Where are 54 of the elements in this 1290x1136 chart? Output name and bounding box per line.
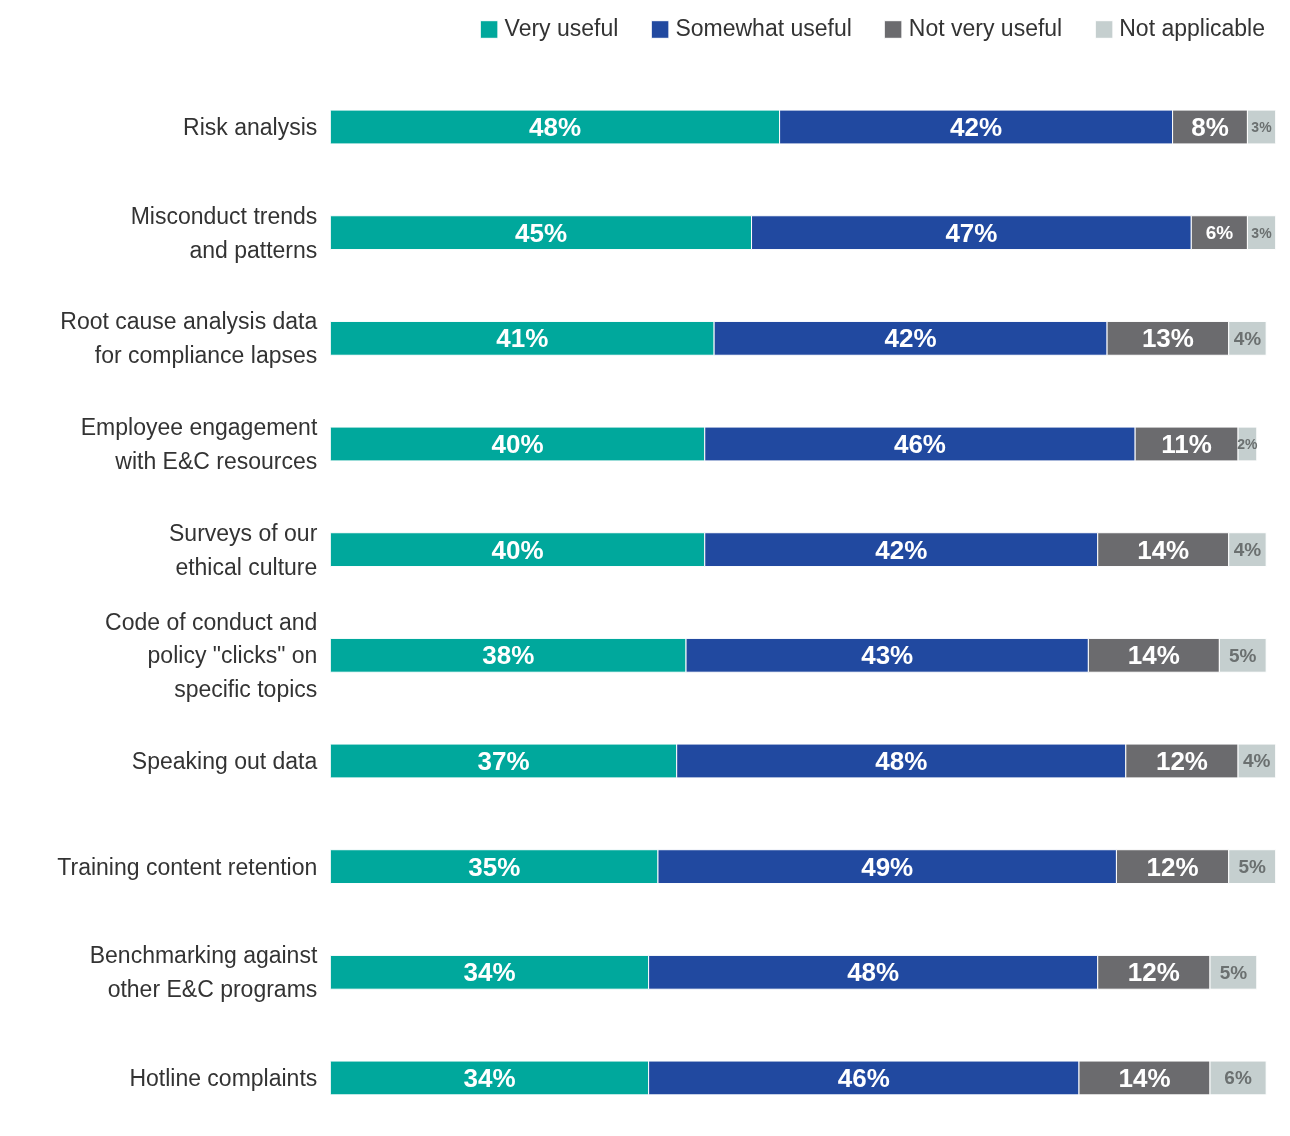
data-label: 42% (950, 112, 1003, 143)
y-tick-label: Risk analysis (183, 114, 318, 141)
data-label: 37% (477, 745, 530, 776)
data-label: 5% (1219, 961, 1248, 983)
y-tick-label: Root cause analysis data for compliance lapses (60, 308, 318, 369)
data-label: 34% (463, 957, 516, 988)
data-label: 11% (1161, 428, 1212, 459)
data-label: 40% (491, 428, 544, 459)
data-label: 4% (1233, 327, 1262, 349)
data-label: 12% (1146, 851, 1199, 882)
data-label: 12% (1127, 957, 1180, 988)
data-label: 13% (1141, 323, 1194, 354)
data-label: 42% (884, 323, 937, 354)
y-tick-label: Benchmarking against other E&C programs (89, 942, 318, 1003)
data-label: 3% (1251, 224, 1273, 241)
y-tick-label: Training content retention (57, 853, 318, 880)
data-label: 14% (1118, 1062, 1171, 1093)
data-label: 41% (496, 323, 549, 354)
y-tick-label: Misconduct trends and patterns (130, 202, 318, 263)
data-label: 4% (1233, 539, 1262, 561)
legend-label: Not applicable (1119, 15, 1265, 42)
legend-label: Not very useful (908, 15, 1063, 42)
y-tick-label: Employee engagement with E&C resources (80, 414, 318, 474)
y-tick-label: Surveys of our ethical culture (169, 519, 318, 580)
data-label: 48% (875, 745, 928, 776)
data-label: 5% (1238, 856, 1266, 878)
y-tick-label: Hotline complaints (129, 1064, 318, 1091)
data-label: 49% (861, 851, 914, 882)
y-tick-label: Speaking out data (131, 747, 318, 774)
data-label: 47% (945, 217, 998, 248)
data-label: 40% (491, 534, 544, 565)
data-label: 6% (1224, 1067, 1252, 1089)
legend-label: Very useful (504, 15, 619, 42)
data-label: 5% (1229, 644, 1257, 666)
data-label: 48% (847, 957, 900, 988)
data-label: 45% (515, 217, 568, 248)
data-label: 6% (1205, 222, 1234, 244)
data-label: 48% (529, 112, 582, 143)
data-label: 43% (861, 640, 914, 671)
data-label: 4% (1243, 750, 1271, 772)
data-label: 46% (893, 428, 946, 459)
data-label: 38% (482, 640, 535, 671)
data-label: 46% (837, 1062, 890, 1093)
data-label: 14% (1137, 534, 1190, 565)
data-label: 42% (875, 534, 928, 565)
data-label: 35% (468, 851, 521, 882)
data-label: 34% (463, 1062, 516, 1093)
y-tick-label: Code of conduct and policy "clicks" on specific topics (105, 608, 318, 703)
data-label: 8% (1191, 112, 1229, 143)
data-label: 3% (1251, 119, 1273, 136)
data-label: 14% (1127, 640, 1180, 671)
data-label: 12% (1155, 745, 1208, 776)
legend-label: Somewhat useful (675, 15, 852, 42)
data-label: 2% (1237, 435, 1259, 452)
